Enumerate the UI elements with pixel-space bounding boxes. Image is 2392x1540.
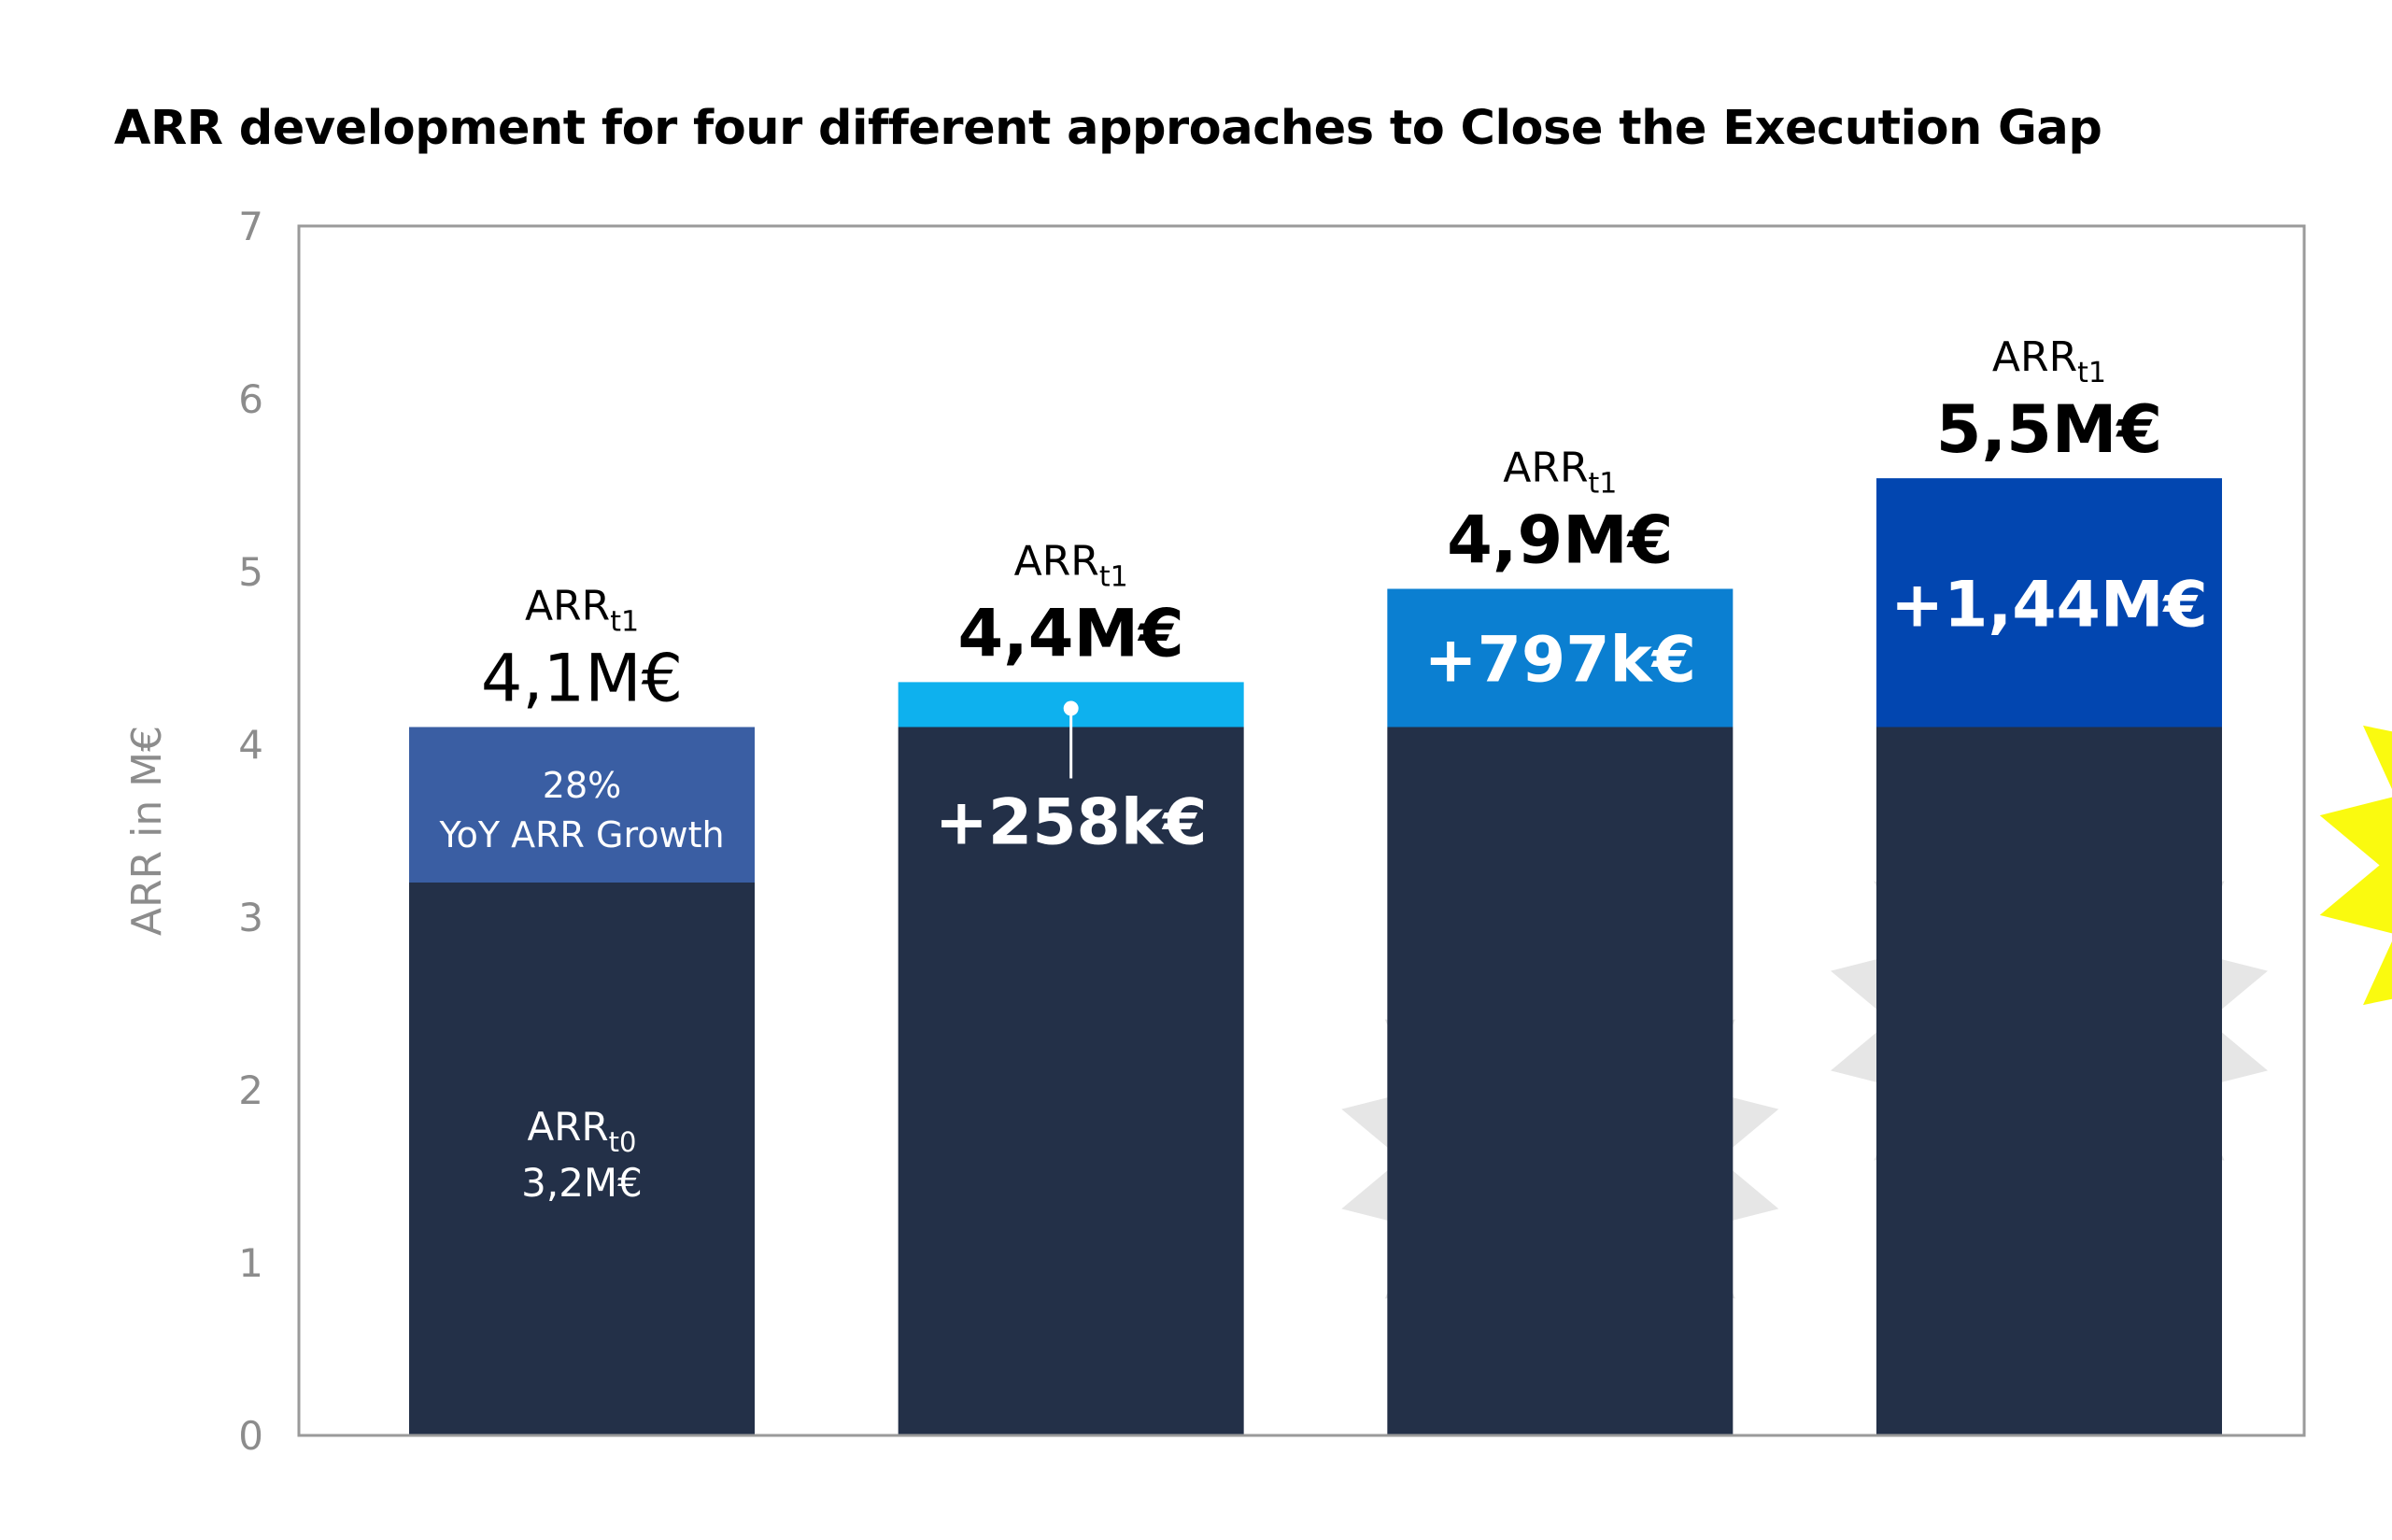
base-arr-value: 3,2M€ — [521, 1160, 643, 1206]
y-tick-label: 1 — [238, 1240, 263, 1286]
y-tick-label: 5 — [238, 549, 263, 595]
leader-dot — [1063, 700, 1079, 716]
growth-text-label: YoY ARR Growth — [438, 814, 724, 855]
bar-1-segment-2 — [409, 727, 756, 883]
total-label: 4,1M€ — [481, 641, 683, 717]
total-label: 5,5M€ — [1936, 391, 2162, 468]
growth-pct-label: 28% — [543, 765, 621, 806]
bar-1-segment-1 — [409, 883, 756, 1435]
chart-title: ARR development for four different appro… — [114, 101, 2102, 156]
total-label: 4,9M€ — [1447, 502, 1673, 579]
y-tick-label: 2 — [238, 1067, 263, 1113]
arr-t1-label: ARRt1 — [1992, 333, 2106, 389]
plot-frame — [297, 224, 2306, 1437]
bar-4-segment-1 — [1875, 727, 2222, 1435]
arr-t1-label: ARRt1 — [1503, 445, 1617, 501]
y-tick-label: 4 — [238, 722, 263, 768]
arr-t1-label: ARRt1 — [525, 583, 639, 639]
base-arr-label: ARRt0 — [528, 1104, 637, 1158]
increment-label: +1,44M€ — [1890, 568, 2208, 642]
y-axis-title: ARR in M€ — [123, 726, 171, 936]
increment-label: +797k€ — [1424, 624, 1696, 698]
y-tick-label: 0 — [238, 1413, 263, 1459]
bar-3-segment-1 — [1387, 727, 1734, 1435]
bar-4-segment-2 — [1875, 478, 2222, 728]
starburst-badge — [2319, 725, 2392, 1006]
y-tick-label: 6 — [238, 376, 263, 422]
bar-3-segment-2 — [1387, 588, 1734, 728]
bar-2-segment-1 — [898, 727, 1244, 1435]
y-tick-label: 7 — [238, 204, 263, 249]
increment-label: +258k€ — [935, 786, 1207, 860]
arr-t1-label: ARRt1 — [1014, 537, 1128, 593]
total-label: 4,4M€ — [957, 595, 1183, 671]
y-tick-label: 3 — [238, 895, 263, 940]
